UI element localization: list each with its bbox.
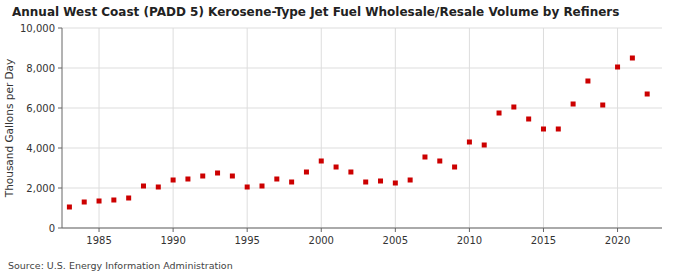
point bbox=[615, 65, 620, 70]
point bbox=[171, 178, 176, 183]
point bbox=[97, 199, 102, 204]
x-tick bbox=[321, 228, 322, 232]
y-grid-line bbox=[62, 28, 662, 29]
point bbox=[319, 159, 324, 164]
point bbox=[141, 184, 146, 189]
chart: 0 2,000 4,000 6,000 8,000 10,000 1985 1990 1995 2… bbox=[0, 0, 675, 275]
point bbox=[215, 171, 220, 176]
point bbox=[511, 105, 516, 110]
x-tick bbox=[469, 228, 470, 232]
point bbox=[274, 177, 279, 182]
y-tick bbox=[58, 28, 62, 29]
y-grid-line bbox=[62, 188, 662, 189]
x-grid-line bbox=[469, 28, 470, 228]
y-grid-line bbox=[62, 148, 662, 149]
y-tick-label: 8,000 bbox=[26, 63, 55, 74]
point bbox=[467, 140, 472, 145]
x-grid-line bbox=[99, 28, 100, 228]
point bbox=[541, 127, 546, 132]
point bbox=[245, 185, 250, 190]
point bbox=[526, 117, 531, 122]
x-tick-label: 2000 bbox=[309, 235, 334, 246]
page: {"chart_data": { "type": "scatter", "tit… bbox=[0, 0, 675, 275]
point bbox=[289, 180, 294, 185]
y-axis-line bbox=[62, 28, 63, 228]
y-tick-label: 6,000 bbox=[26, 103, 55, 114]
point bbox=[437, 159, 442, 164]
y-tick-label: 2,000 bbox=[26, 183, 55, 194]
title: Annual West Coast (PADD 5) Kerosene-Type… bbox=[12, 5, 619, 19]
y-tick bbox=[58, 228, 62, 229]
point bbox=[260, 184, 265, 189]
marks bbox=[67, 56, 650, 210]
point bbox=[393, 181, 398, 186]
y-grid-line bbox=[62, 108, 662, 109]
point bbox=[452, 165, 457, 170]
point bbox=[600, 103, 605, 108]
x-tick bbox=[247, 228, 248, 232]
point bbox=[304, 170, 309, 175]
y-grid-line bbox=[62, 68, 662, 69]
x-tick-label: 2020 bbox=[605, 235, 630, 246]
x-grid-line bbox=[321, 28, 322, 228]
y-tick bbox=[58, 188, 62, 189]
y-tick-label: 10,000 bbox=[20, 23, 55, 34]
point bbox=[408, 178, 413, 183]
point bbox=[230, 174, 235, 179]
point bbox=[67, 205, 72, 210]
x-tick-label: 2010 bbox=[457, 235, 482, 246]
x-axis-line bbox=[62, 228, 662, 229]
point bbox=[156, 185, 161, 190]
y-tick bbox=[58, 68, 62, 69]
point bbox=[378, 179, 383, 184]
x-tick bbox=[99, 228, 100, 232]
point bbox=[585, 79, 590, 84]
x-tick-label: 1985 bbox=[86, 235, 111, 246]
x-tick-label: 1995 bbox=[234, 235, 259, 246]
x-tick-label: 2015 bbox=[531, 235, 556, 246]
point bbox=[422, 155, 427, 160]
y-tick-label: 0 bbox=[49, 223, 55, 234]
x-tick-label: 2005 bbox=[383, 235, 408, 246]
x-tick-label: 1990 bbox=[160, 235, 185, 246]
x-grid-line bbox=[247, 28, 248, 228]
y-tick bbox=[58, 148, 62, 149]
y-axis-label: Thousand Gallons per Day bbox=[3, 59, 15, 199]
x-tick bbox=[395, 228, 396, 232]
point bbox=[363, 180, 368, 185]
grid bbox=[62, 28, 662, 228]
point bbox=[556, 127, 561, 132]
y-grid-line bbox=[62, 228, 662, 229]
point bbox=[82, 200, 87, 205]
x-grid-line bbox=[617, 28, 618, 228]
x-grid-line bbox=[395, 28, 396, 228]
point bbox=[645, 92, 650, 97]
point bbox=[497, 111, 502, 116]
x-grid-line bbox=[173, 28, 174, 228]
point bbox=[482, 143, 487, 148]
point bbox=[630, 56, 635, 61]
point bbox=[334, 165, 339, 170]
point bbox=[126, 196, 131, 201]
y-tick-label: 4,000 bbox=[26, 143, 55, 154]
point bbox=[200, 174, 205, 179]
point bbox=[185, 177, 190, 182]
x-tick bbox=[173, 228, 174, 232]
point bbox=[111, 198, 116, 203]
y-tick bbox=[58, 108, 62, 109]
x-tick bbox=[543, 228, 544, 232]
x-tick bbox=[617, 228, 618, 232]
point bbox=[348, 170, 353, 175]
source-note: Source: U.S. Energy Information Administ… bbox=[8, 260, 233, 271]
point bbox=[571, 102, 576, 107]
